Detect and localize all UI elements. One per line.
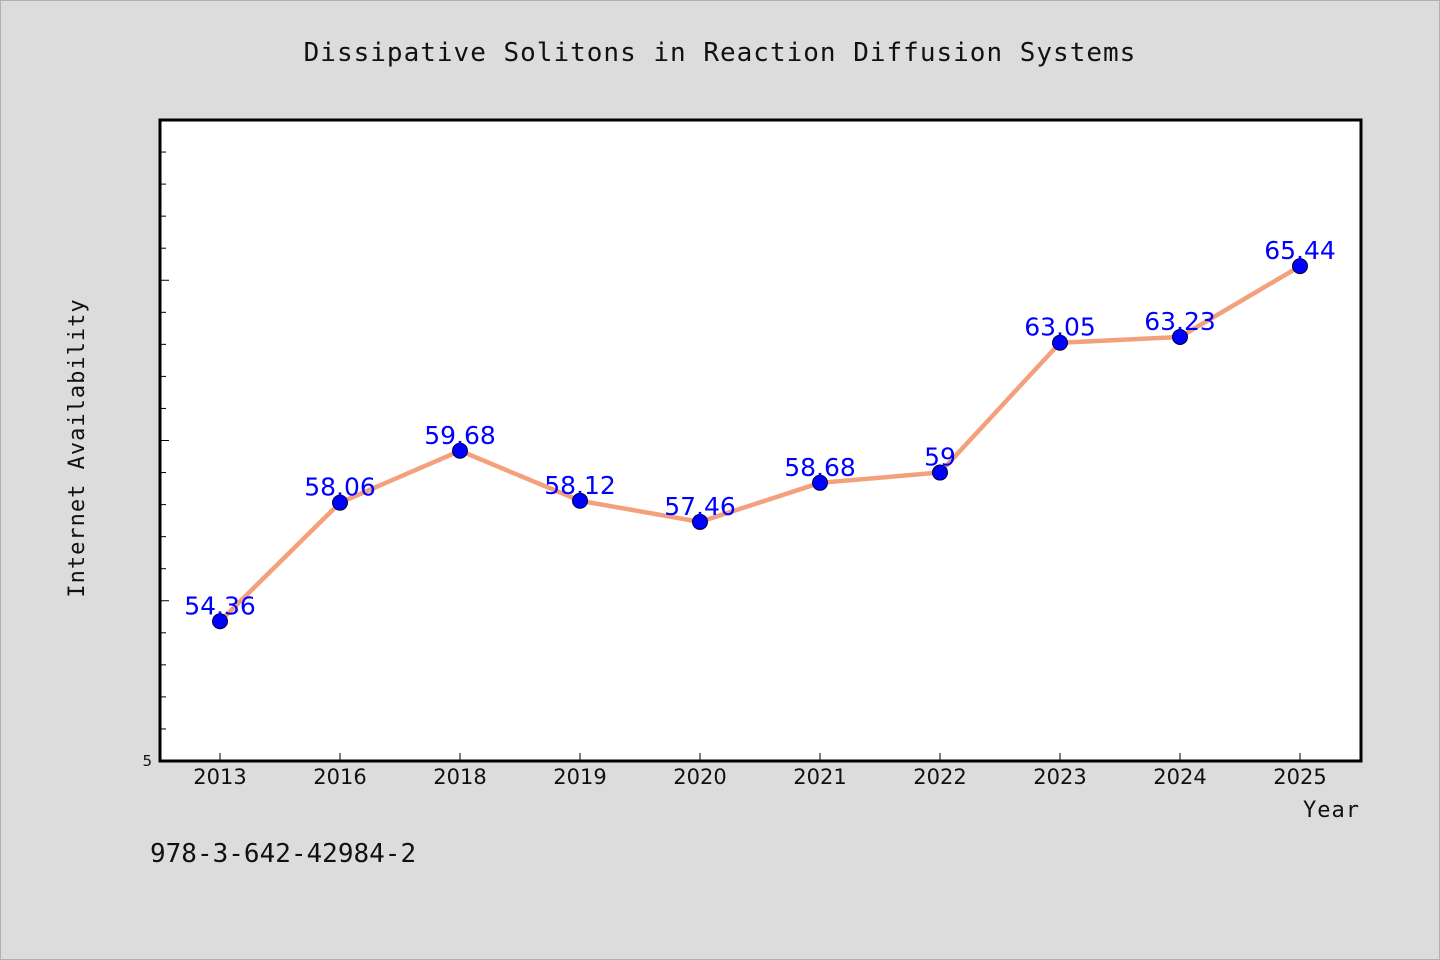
y-tick-label: 5 [142, 752, 152, 770]
data-markers [212, 258, 1308, 630]
data-point [212, 613, 228, 630]
data-point [332, 494, 348, 511]
data-point [932, 464, 948, 481]
x-tick-label: 2023 [1033, 765, 1086, 789]
data-label: 54.36 [184, 591, 256, 620]
data-label: 63.05 [1024, 313, 1096, 342]
data-label: 59 [924, 443, 956, 472]
data-point [692, 513, 708, 530]
x-tick-label: 2022 [913, 765, 966, 789]
x-tick-label: 2025 [1273, 765, 1326, 789]
x-tick-label: 2024 [1153, 765, 1206, 789]
x-tick-label: 2019 [553, 765, 606, 789]
y-axis-ticks [160, 151, 169, 730]
x-tick-label: 2016 [313, 765, 366, 789]
data-label: 65.44 [1264, 236, 1336, 265]
x-axis-ticks: 2013 2016 2018 2019 2020 2021 2022 2023 2024 2025 [193, 753, 1327, 789]
chart-title: Dissipative Solitons in Reaction Diffusi… [304, 38, 1137, 68]
data-label: 58.06 [304, 473, 376, 502]
data-label: 63.23 [1144, 307, 1216, 336]
data-label: 58.68 [784, 453, 856, 482]
x-tick-label: 2021 [793, 765, 846, 789]
data-point [812, 474, 828, 491]
plot-area [158, 118, 1363, 763]
x-tick-label: 2018 [433, 765, 486, 789]
x-tick-label: 2020 [673, 765, 726, 789]
x-axis-label: Year [1303, 798, 1360, 823]
data-point [452, 442, 468, 459]
footnote-isbn: 978-3-642-42984-2 [150, 839, 416, 869]
data-label: 57.46 [664, 492, 736, 521]
series-line [218, 264, 1302, 623]
data-point [572, 492, 588, 509]
data-point [1172, 328, 1188, 345]
y-axis-label: Internet Availability [65, 298, 90, 597]
data-point [1052, 334, 1068, 351]
data-labels: 54.36 58.06 59.68 58.12 57.46 58.68 59 63.05 63.… [184, 236, 1336, 620]
data-label: 59.68 [424, 421, 496, 450]
data-point [1292, 258, 1308, 275]
x-tick-label: 2013 [193, 765, 246, 789]
data-label: 58.12 [544, 471, 616, 500]
